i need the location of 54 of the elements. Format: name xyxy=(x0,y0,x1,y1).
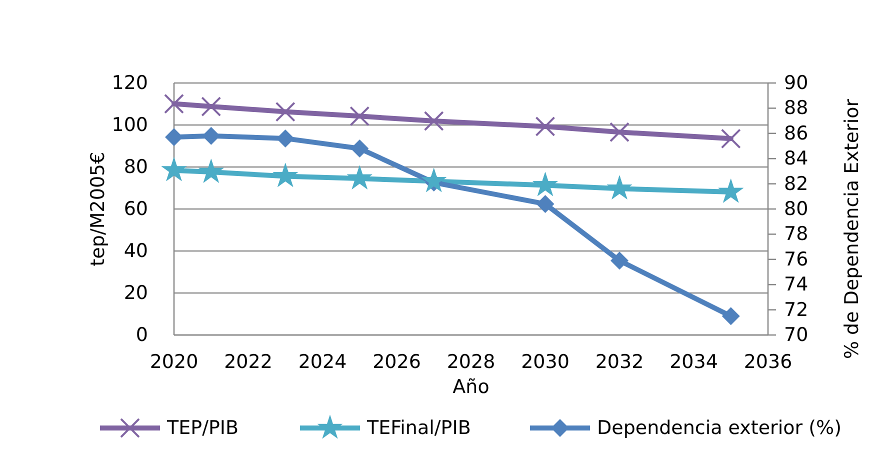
point xyxy=(421,168,447,192)
legend-label: Dependencia exterior (%) xyxy=(597,417,842,439)
point xyxy=(722,307,740,326)
y2-tick-label: 86 xyxy=(784,122,808,144)
y2-tick-label: 80 xyxy=(784,198,808,220)
point xyxy=(350,140,369,158)
point xyxy=(350,106,370,126)
y2-tick-label: 82 xyxy=(784,172,808,195)
point xyxy=(720,128,741,149)
x-tick-label: 2024 xyxy=(298,351,347,373)
y-tick-label: 120 xyxy=(112,72,148,94)
point xyxy=(610,122,630,142)
x-tick-label: 2036 xyxy=(744,351,792,373)
point xyxy=(272,162,298,188)
y2-tick-label: 70 xyxy=(784,324,808,346)
y-axis-title: tep/M2005€ xyxy=(87,152,109,266)
y-tick-label: 40 xyxy=(124,240,148,262)
x-tick-label: 2028 xyxy=(446,351,496,373)
x-tick-label: 2034 xyxy=(670,351,718,373)
y2-tick-label: 76 xyxy=(784,248,808,270)
y2-tick-label: 88 xyxy=(784,97,808,120)
point xyxy=(201,96,222,117)
point xyxy=(718,178,744,203)
y2-tick-label: 84 xyxy=(784,148,808,170)
point xyxy=(610,252,628,270)
point xyxy=(535,116,556,136)
point xyxy=(346,165,372,190)
y-tick-label: 0 xyxy=(136,324,148,346)
point xyxy=(424,111,444,132)
point xyxy=(161,157,187,182)
x-tick-label: 2032 xyxy=(595,351,644,373)
point xyxy=(165,128,183,146)
y2-axis-title: % de Dependencia Exterior xyxy=(841,98,863,360)
y-tick-label: 20 xyxy=(124,282,148,304)
point xyxy=(164,94,184,114)
x-tick-label: 2026 xyxy=(372,351,421,373)
point xyxy=(536,194,554,213)
y-tick-label: 60 xyxy=(124,198,148,220)
legend-label: TEFinal/PIB xyxy=(366,417,471,439)
x-tick-label: 2020 xyxy=(150,351,198,373)
y2-tick-label: 74 xyxy=(784,274,808,296)
point xyxy=(198,158,224,183)
x-axis-title: Año xyxy=(452,376,490,398)
y2-tick-label: 72 xyxy=(784,298,808,321)
y-tick-label: 80 xyxy=(124,156,148,178)
y-tick-label: 100 xyxy=(112,114,148,136)
x-tick-label: 2022 xyxy=(224,351,272,373)
legend-label: TEP/PIB xyxy=(166,417,239,439)
y2-tick-label: 78 xyxy=(784,223,808,246)
y2-tick-label: 90 xyxy=(784,72,808,94)
point xyxy=(606,175,632,200)
x-tick-label: 2030 xyxy=(521,351,570,373)
point xyxy=(532,172,558,196)
point xyxy=(275,102,296,122)
